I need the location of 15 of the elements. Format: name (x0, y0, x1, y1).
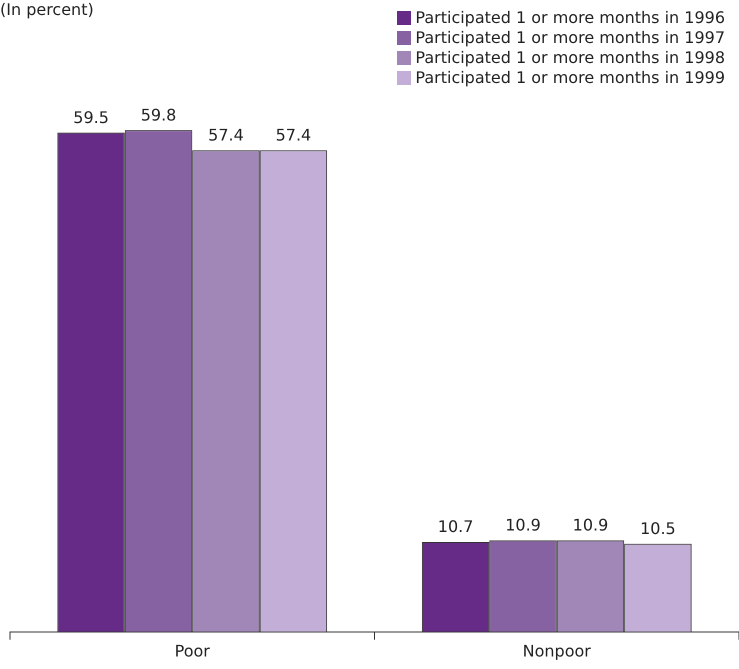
legend-label: Participated 1 or more months in 1999 (415, 68, 725, 88)
legend-label: Participated 1 or more months in 1997 (415, 28, 725, 48)
data-label: 10.9 (505, 516, 541, 535)
data-label: 10.7 (438, 517, 474, 536)
data-label: 59.8 (140, 105, 176, 124)
data-label: 57.4 (276, 125, 312, 144)
x-tick-label: Nonpoor (522, 642, 592, 661)
legend-label: Participated 1 or more months in 1996 (415, 8, 725, 28)
data-label: 10.5 (640, 518, 676, 538)
data-label: 10.9 (572, 516, 608, 535)
data-label: 59.5 (73, 108, 109, 127)
data-label: 57.4 (208, 125, 244, 144)
legend-label: Participated 1 or more months in 1998 (415, 48, 725, 68)
x-tick-label: Poor (174, 642, 210, 661)
text: (In percent) (0, 0, 94, 19)
